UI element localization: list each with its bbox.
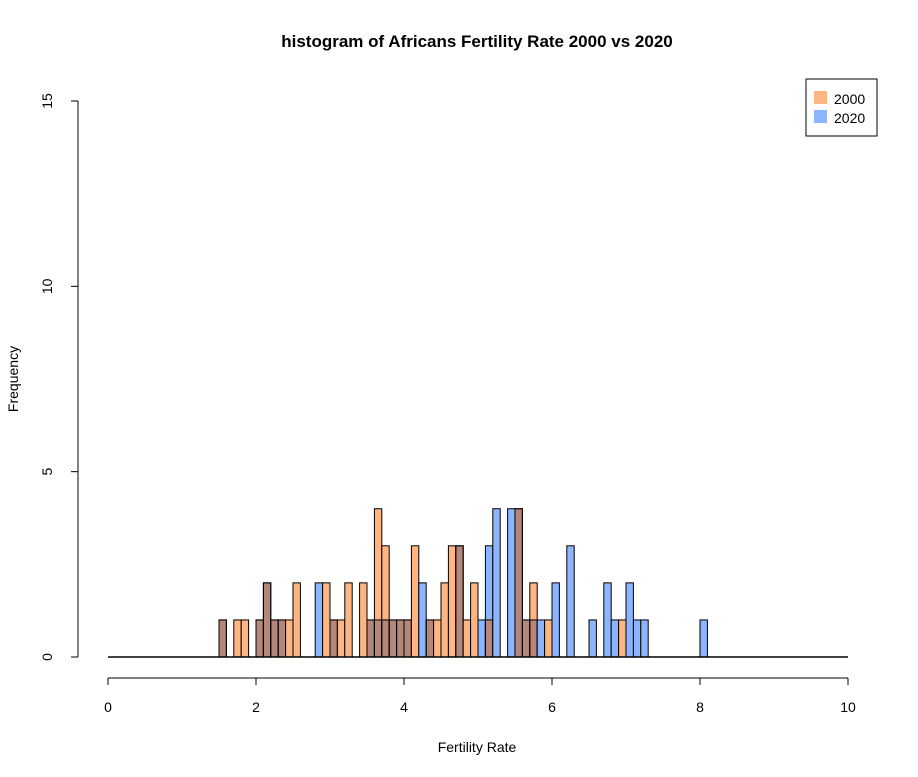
y-axis: 0 5 10 15 xyxy=(39,93,79,661)
bar-2000-1.8 xyxy=(241,619,249,657)
bar-2000-2.9 xyxy=(322,582,330,657)
bar-2020-6.5 xyxy=(589,619,597,657)
overlap-bar-5.6 xyxy=(522,619,530,657)
bar-2000-2.4 xyxy=(285,619,293,657)
overlap-bar-3.9 xyxy=(396,619,404,657)
x-axis-label: Fertility Rate xyxy=(438,739,517,755)
bar-2000-3.2 xyxy=(344,582,353,657)
overlap-bar-4.7 xyxy=(455,545,464,657)
legend-box xyxy=(805,78,878,137)
bar-2000-3.6 xyxy=(374,508,382,620)
legend-swatch-2000 xyxy=(814,91,827,104)
bar-2000-4.1 xyxy=(411,545,419,657)
overlap-bar-3.0 xyxy=(330,619,338,657)
overlap-bar-1.5 xyxy=(219,619,227,657)
overlap-bar-3.6 xyxy=(374,619,382,657)
bar-2020-5.0 xyxy=(478,619,486,657)
legend-label-2020: 2020 xyxy=(834,110,865,126)
legend-label-2000: 2000 xyxy=(834,91,865,107)
x-tick-label-10: 10 xyxy=(840,699,856,715)
y-tick-label-10: 10 xyxy=(39,278,55,294)
bar-2000-4.8 xyxy=(463,619,471,657)
bar-2000-3.4 xyxy=(359,582,367,657)
bar-2020-7.2 xyxy=(640,619,649,657)
bar-2000-2.5 xyxy=(293,582,301,657)
x-tick-label-0: 0 xyxy=(104,699,112,715)
overlap-bar-2.2 xyxy=(270,619,279,657)
bar-2000-6.9 xyxy=(618,619,626,657)
chart-title: histogram of Africans Fertility Rate 200… xyxy=(281,32,672,51)
bar-2020-6.8 xyxy=(611,619,619,657)
overlap-bar-3.8 xyxy=(389,619,397,657)
overlap-bar-4.3 xyxy=(426,619,434,657)
overlap-bar-2.1 xyxy=(263,582,271,657)
y-axis-label: Frequency xyxy=(5,346,21,412)
bar-2020-8.0 xyxy=(700,619,708,657)
overlap-bar-2.0 xyxy=(256,619,264,657)
bar-2000-4.4 xyxy=(433,619,441,657)
bar-2000-3.1 xyxy=(337,619,345,657)
bar-2000-1.7 xyxy=(233,619,242,657)
bar-2020-6.0 xyxy=(552,582,560,657)
overlap-bar-3.5 xyxy=(367,619,375,657)
bar-2020-5.8 xyxy=(537,619,545,657)
bar-2020-5.4 xyxy=(507,508,515,657)
bar-2000-4.9 xyxy=(470,582,478,657)
bar-2020-7.0 xyxy=(626,582,634,657)
bar-2000-5.7 xyxy=(529,582,538,620)
bar-2000-5.9 xyxy=(544,619,552,657)
bar-2020-7.1 xyxy=(633,619,641,657)
x-tick-label-2: 2 xyxy=(252,699,260,715)
bar-2020-2.8 xyxy=(315,582,323,657)
overlap-bar-4.0 xyxy=(404,619,412,657)
overlap-bar-5.1 xyxy=(485,619,493,657)
y-tick-label-5: 5 xyxy=(39,468,55,476)
bar-2000-4.6 xyxy=(448,545,456,657)
legend-swatch-2020 xyxy=(814,110,827,123)
legend: 2000 2020 xyxy=(805,78,878,137)
bar-2020-6.2 xyxy=(566,545,575,657)
x-tick-label-6: 6 xyxy=(548,699,556,715)
x-axis: 0 2 4 6 8 10 xyxy=(104,677,856,715)
bars-layer xyxy=(218,508,708,658)
overlap-bar-5.5 xyxy=(515,508,523,657)
overlap-bar-3.7 xyxy=(381,619,390,657)
bar-2000-4.5 xyxy=(441,582,449,657)
x-tick-label-4: 4 xyxy=(400,699,408,715)
y-tick-label-15: 15 xyxy=(39,93,55,109)
y-tick-label-0: 0 xyxy=(39,653,55,661)
bar-2000-3.7 xyxy=(381,545,390,620)
bar-2020-5.1 xyxy=(485,545,493,620)
bar-2020-4.2 xyxy=(418,582,427,657)
overlap-bar-2.3 xyxy=(278,619,286,657)
x-tick-label-8: 8 xyxy=(696,699,704,715)
bar-2020-5.2 xyxy=(492,508,501,657)
overlap-bar-5.7 xyxy=(529,619,538,657)
bar-2020-6.7 xyxy=(603,582,612,657)
